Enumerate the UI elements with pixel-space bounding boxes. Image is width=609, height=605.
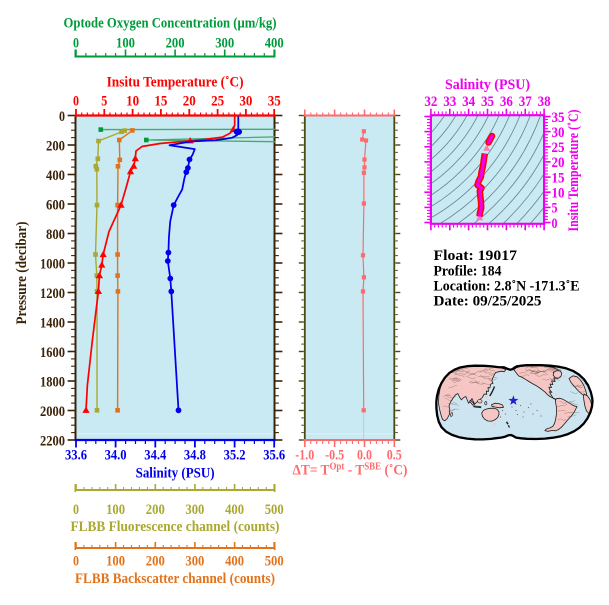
- svg-text:FLBB Backscatter channel (coun: FLBB Backscatter channel (counts): [75, 571, 275, 587]
- svg-text:20: 20: [183, 94, 196, 110]
- svg-text:35: 35: [481, 94, 494, 110]
- svg-text:400: 400: [46, 168, 65, 184]
- svg-text:1200: 1200: [40, 286, 65, 302]
- svg-text:200: 200: [146, 554, 165, 570]
- svg-text:5: 5: [101, 94, 107, 110]
- svg-text:Insitu Temperature (˚C): Insitu Temperature (˚C): [107, 75, 244, 91]
- svg-text:34.4: 34.4: [144, 448, 166, 464]
- svg-text:35.6: 35.6: [263, 448, 285, 464]
- svg-text:0: 0: [552, 216, 558, 232]
- svg-text:300: 300: [215, 36, 234, 52]
- svg-text:Salinity (PSU): Salinity (PSU): [136, 466, 215, 482]
- svg-text:Float: 19017: Float: 19017: [434, 248, 518, 264]
- svg-text:30: 30: [552, 125, 565, 141]
- svg-text:0.0: 0.0: [357, 448, 372, 464]
- svg-text:Optode Oxygen Concentration (μ: Optode Oxygen Concentration (μm/kg): [64, 16, 277, 32]
- svg-text:10: 10: [552, 186, 565, 202]
- svg-text:800: 800: [46, 227, 65, 243]
- svg-text:0: 0: [73, 502, 79, 518]
- svg-text:200: 200: [46, 138, 65, 154]
- svg-text:0: 0: [59, 109, 65, 125]
- svg-text:300: 300: [185, 554, 204, 570]
- svg-text:0: 0: [73, 94, 79, 110]
- svg-text:35: 35: [268, 94, 281, 110]
- svg-text:100: 100: [116, 36, 135, 52]
- svg-text:30: 30: [239, 94, 252, 110]
- svg-text:100: 100: [106, 554, 125, 570]
- svg-text:36: 36: [500, 94, 513, 110]
- svg-text:1400: 1400: [40, 315, 65, 331]
- svg-text:400: 400: [225, 554, 244, 570]
- svg-text:Profile: 184: Profile: 184: [434, 263, 502, 279]
- svg-text:37: 37: [519, 94, 532, 110]
- svg-text:20: 20: [552, 155, 565, 171]
- svg-text:15: 15: [552, 170, 565, 186]
- svg-text:1000: 1000: [40, 256, 65, 272]
- svg-text:200: 200: [166, 36, 185, 52]
- svg-text:1800: 1800: [40, 374, 65, 390]
- svg-text:38: 38: [538, 94, 551, 110]
- svg-text:0: 0: [73, 554, 79, 570]
- svg-text:500: 500: [265, 502, 284, 518]
- svg-text:34.0: 34.0: [105, 448, 127, 464]
- svg-text:Pressure (decibar): Pressure (decibar): [14, 222, 30, 325]
- svg-text:2200: 2200: [40, 433, 65, 449]
- svg-text:400: 400: [265, 36, 284, 52]
- svg-text:Insitu Temperature (˚C): Insitu Temperature (˚C): [566, 109, 582, 231]
- svg-text:1600: 1600: [40, 345, 65, 361]
- svg-text:2000: 2000: [40, 404, 65, 420]
- svg-text:15: 15: [154, 94, 167, 110]
- svg-text:34: 34: [462, 94, 475, 110]
- svg-text:35.2: 35.2: [224, 448, 246, 464]
- svg-text:Salinity (PSU): Salinity (PSU): [445, 77, 530, 93]
- svg-text:33.6: 33.6: [65, 448, 87, 464]
- svg-text:34.8: 34.8: [184, 448, 206, 464]
- svg-text:500: 500: [265, 554, 284, 570]
- svg-text:35: 35: [552, 110, 565, 126]
- svg-text:300: 300: [185, 502, 204, 518]
- svg-text:5: 5: [552, 201, 558, 217]
- svg-text:Location: 2.8˚N -171.3˚E: Location: 2.8˚N -171.3˚E: [434, 278, 580, 294]
- svg-text:Date: 09/25/2025: Date: 09/25/2025: [434, 294, 542, 310]
- svg-text:100: 100: [106, 502, 125, 518]
- svg-text:200: 200: [146, 502, 165, 518]
- svg-text:32: 32: [424, 94, 437, 110]
- svg-text:600: 600: [46, 197, 65, 213]
- svg-text:0: 0: [73, 36, 79, 52]
- svg-text:-1.0: -1.0: [295, 448, 314, 464]
- svg-text:10: 10: [126, 94, 139, 110]
- svg-text:33: 33: [443, 94, 456, 110]
- svg-text:400: 400: [225, 502, 244, 518]
- svg-text:FLBB Fluorescence channel (cou: FLBB Fluorescence channel (counts): [71, 519, 280, 535]
- svg-text:25: 25: [211, 94, 224, 110]
- svg-text:-0.5: -0.5: [325, 448, 344, 464]
- svg-text:ΔT= TOpt - TSBE (˚C): ΔT= TOpt - TSBE (˚C): [293, 462, 408, 479]
- svg-text:0.5: 0.5: [387, 448, 402, 464]
- svg-text:25: 25: [552, 140, 565, 156]
